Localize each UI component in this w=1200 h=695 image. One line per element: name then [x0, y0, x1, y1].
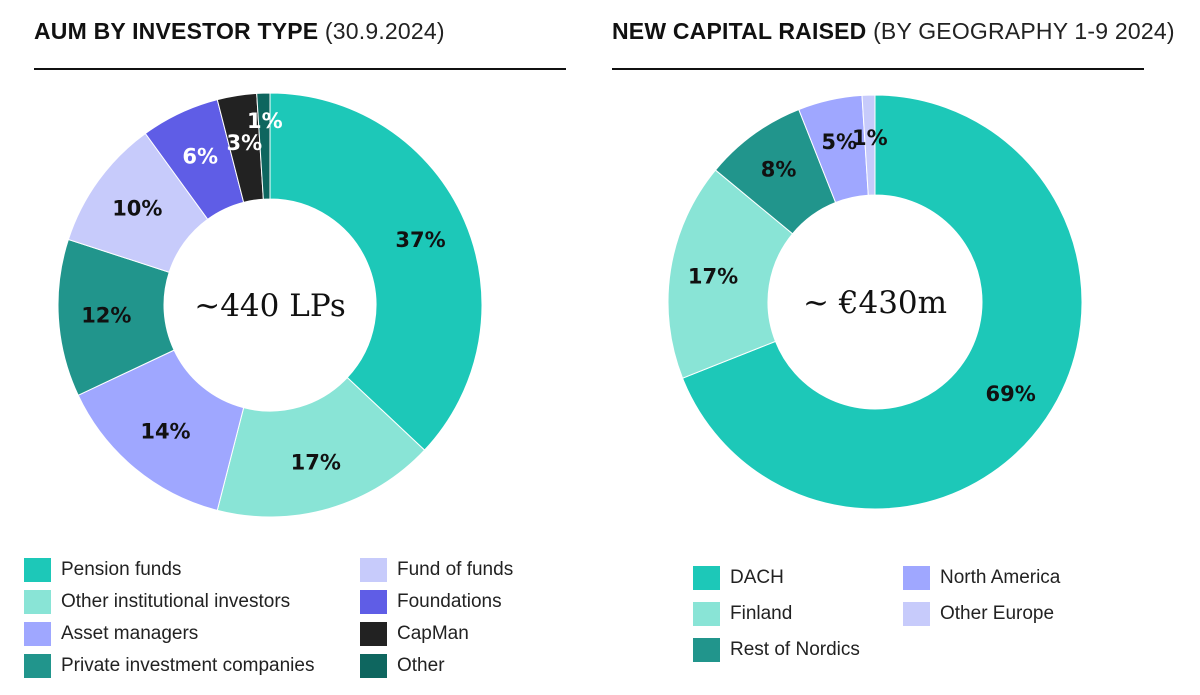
legend-swatch [360, 654, 387, 678]
slice-other-institutional-investors [216, 376, 426, 518]
slice-label-finland: 17% [688, 264, 738, 288]
legend-label: Other [397, 655, 445, 676]
slice-other-europe [861, 94, 876, 196]
slice-label-dach: 69% [986, 382, 1036, 406]
legend-swatch [360, 622, 387, 646]
aum-title: AUM BY INVESTOR TYPE [34, 18, 319, 44]
legend-label: Fund of funds [397, 559, 514, 580]
legend-swatch [24, 622, 51, 646]
slice-finland [667, 169, 794, 379]
slice-label-other: 1% [247, 109, 283, 133]
legend-swatch [360, 590, 387, 614]
legend-label: Finland [730, 603, 793, 624]
slice-dach [681, 94, 1083, 510]
center-label: ~440 LPs [194, 288, 346, 324]
legend-label: CapMan [397, 623, 469, 644]
capital-chart-title: NEW CAPITAL RAISED (BY GEOGRAPHY 1-9 202… [612, 18, 1175, 45]
legend-label: Asset managers [61, 623, 199, 644]
slice-label-rest-of-nordics: 8% [761, 157, 797, 181]
legend-swatch [360, 558, 387, 582]
aum-subtitle: (30.9.2024) [324, 18, 445, 44]
legend-label: DACH [730, 567, 784, 588]
legend-item-fund-of-funds: Fund of funds [360, 558, 513, 582]
slice-asset-managers [77, 349, 245, 511]
legend-item-finland: Finland [693, 602, 792, 626]
legend-label: Rest of Nordics [730, 639, 860, 660]
slice-label-private-investment-companies: 12% [81, 303, 131, 327]
legend-swatch [903, 566, 930, 590]
legend-label: Pension funds [61, 559, 182, 580]
slice-label-foundations: 6% [182, 145, 218, 169]
legend-swatch [693, 638, 720, 662]
capital-panel: NEW CAPITAL RAISED (BY GEOGRAPHY 1-9 202… [600, 0, 1200, 695]
legend-item-other-institutional-investors: Other institutional investors [24, 590, 290, 614]
aum-panel: AUM BY INVESTOR TYPE (30.9.2024) 37% 17% 1… [24, 18, 566, 678]
capital-subtitle: (BY GEOGRAPHY 1-9 2024) [873, 18, 1175, 44]
legend-swatch [24, 558, 51, 582]
legend-item-foundations: Foundations [360, 590, 502, 614]
legend-item-private-investment-companies: Private investment companies [24, 654, 314, 678]
legend-swatch [24, 590, 51, 614]
slice-label-capman: 3% [227, 131, 263, 155]
slice-label-other-institutional-investors: 17% [291, 450, 341, 474]
slice-other [256, 92, 271, 200]
capital-donut-chart: 69% 17% 8% 5%1% ~ €430m [667, 94, 1083, 510]
legend-item-other-europe: Other Europe [903, 602, 1054, 626]
legend-item-pension-funds: Pension funds [24, 558, 181, 582]
legend-swatch [24, 654, 51, 678]
center-label: ~ €430m [803, 285, 947, 321]
legend-item-asset-managers: Asset managers [24, 622, 198, 646]
aum-title-rule [34, 68, 566, 70]
slice-label-pension-funds: 37% [395, 228, 445, 252]
legend-label: Foundations [397, 591, 502, 612]
legend-item-capman: CapMan [360, 622, 469, 646]
legend-item-north-america: North America [903, 566, 1060, 590]
slice-label-other-europe: 1% [852, 126, 888, 150]
legend-label: Other Europe [940, 603, 1055, 624]
slice-label-north-america: 5% [821, 130, 857, 154]
legend-label: Private investment companies [61, 655, 315, 676]
slice-label-asset-managers: 14% [140, 419, 190, 443]
slice-label-fund-of-funds: 10% [112, 197, 162, 221]
legend-item-other: Other [360, 654, 445, 678]
legend-label: Other institutional investors [61, 591, 291, 612]
aum-chart-title: AUM BY INVESTOR TYPE (30.9.2024) [34, 18, 445, 45]
capital-title: NEW CAPITAL RAISED [612, 18, 867, 44]
legend-swatch [693, 602, 720, 626]
aum-donut-chart: 37% 17% 14% 12% 10% 6% 3%1% ~440 LPs [57, 92, 483, 518]
slice-pension-funds [269, 92, 483, 451]
legend-swatch [903, 602, 930, 626]
legend-item-dach: DACH [693, 566, 784, 590]
capital-title-rule [612, 68, 1144, 70]
legend-label: North America [940, 567, 1061, 588]
legend-item-rest-of-nordics: Rest of Nordics [693, 638, 860, 662]
legend-swatch [693, 566, 720, 590]
